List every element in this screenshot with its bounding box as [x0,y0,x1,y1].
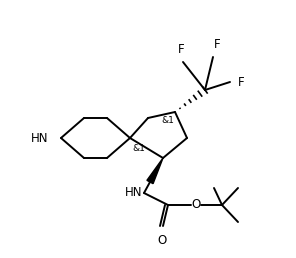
Text: O: O [157,234,167,247]
Text: O: O [192,198,201,212]
Polygon shape [147,158,163,184]
Text: HN: HN [125,187,142,199]
Text: F: F [178,43,184,56]
Text: F: F [238,76,244,88]
Text: &1: &1 [132,144,145,153]
Text: F: F [214,38,220,51]
Text: &1: &1 [161,116,174,125]
Text: HN: HN [30,132,48,144]
